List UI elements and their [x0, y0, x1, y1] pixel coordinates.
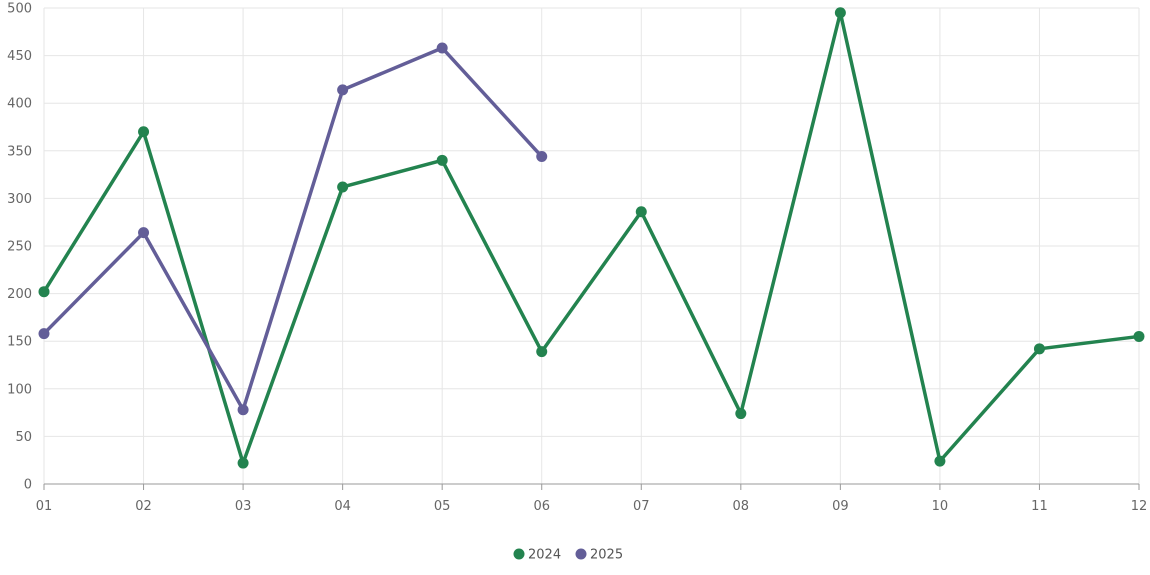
y-tick-label: 300 [7, 192, 32, 207]
data-point[interactable] [337, 181, 349, 193]
y-tick-label: 50 [15, 430, 32, 445]
y-tick-label: 350 [7, 144, 32, 159]
data-point[interactable] [635, 206, 647, 218]
data-point[interactable] [536, 346, 548, 358]
legend: 2024 2025 [513, 548, 624, 563]
data-point[interactable] [237, 404, 249, 416]
data-point[interactable] [38, 286, 50, 298]
data-point[interactable] [436, 42, 448, 54]
series-2024 [38, 7, 1145, 469]
x-tick-label: 07 [633, 499, 650, 514]
x-tick-label: 04 [334, 499, 351, 514]
legend-marker [575, 548, 587, 560]
legend-label: 2024 [528, 548, 561, 563]
x-tick-label: 10 [932, 499, 949, 514]
y-tick-label: 400 [7, 97, 32, 112]
data-point[interactable] [834, 7, 846, 19]
data-point[interactable] [138, 126, 150, 138]
grid [43, 7, 1140, 484]
legend-marker [513, 548, 525, 560]
data-point[interactable] [536, 151, 548, 163]
series [38, 7, 1145, 469]
legend-item-2024[interactable]: 2024 [513, 548, 562, 563]
y-tick-label: 0 [24, 478, 32, 493]
data-point[interactable] [138, 227, 150, 239]
axes: 0 50 100 150 200 250 300 350 400 450 500 01 02 03 04 05… [7, 2, 1147, 515]
data-point[interactable] [735, 408, 747, 420]
x-tick-label: 12 [1131, 499, 1148, 514]
data-point[interactable] [38, 328, 50, 340]
data-point[interactable] [436, 154, 448, 166]
x-tick-label: 01 [36, 499, 53, 514]
data-point[interactable] [1133, 330, 1145, 342]
data-point[interactable] [337, 84, 349, 96]
series-line-2025 [42, 46, 544, 412]
data-point[interactable] [1033, 343, 1045, 355]
y-tick-label: 200 [7, 287, 32, 302]
x-tick-label: 02 [135, 499, 152, 514]
y-tick-label: 500 [7, 2, 32, 17]
series-line-2024 [42, 11, 1141, 465]
y-tick-label: 250 [7, 240, 32, 255]
y-tick-label: 150 [7, 335, 32, 350]
x-tick-label: 09 [832, 499, 849, 514]
series-2025 [38, 42, 548, 416]
data-point[interactable] [934, 455, 946, 467]
x-tick-label: 05 [434, 499, 451, 514]
y-tick-label: 450 [7, 49, 32, 64]
legend-label: 2025 [590, 548, 623, 563]
x-tick-label: 06 [533, 499, 550, 514]
data-point[interactable] [237, 457, 249, 469]
legend-item-2025[interactable]: 2025 [575, 548, 624, 563]
x-tick-label: 08 [733, 499, 750, 514]
x-tick-label: 11 [1031, 499, 1048, 514]
x-tick-label: 03 [235, 499, 252, 514]
y-tick-label: 100 [7, 382, 32, 397]
